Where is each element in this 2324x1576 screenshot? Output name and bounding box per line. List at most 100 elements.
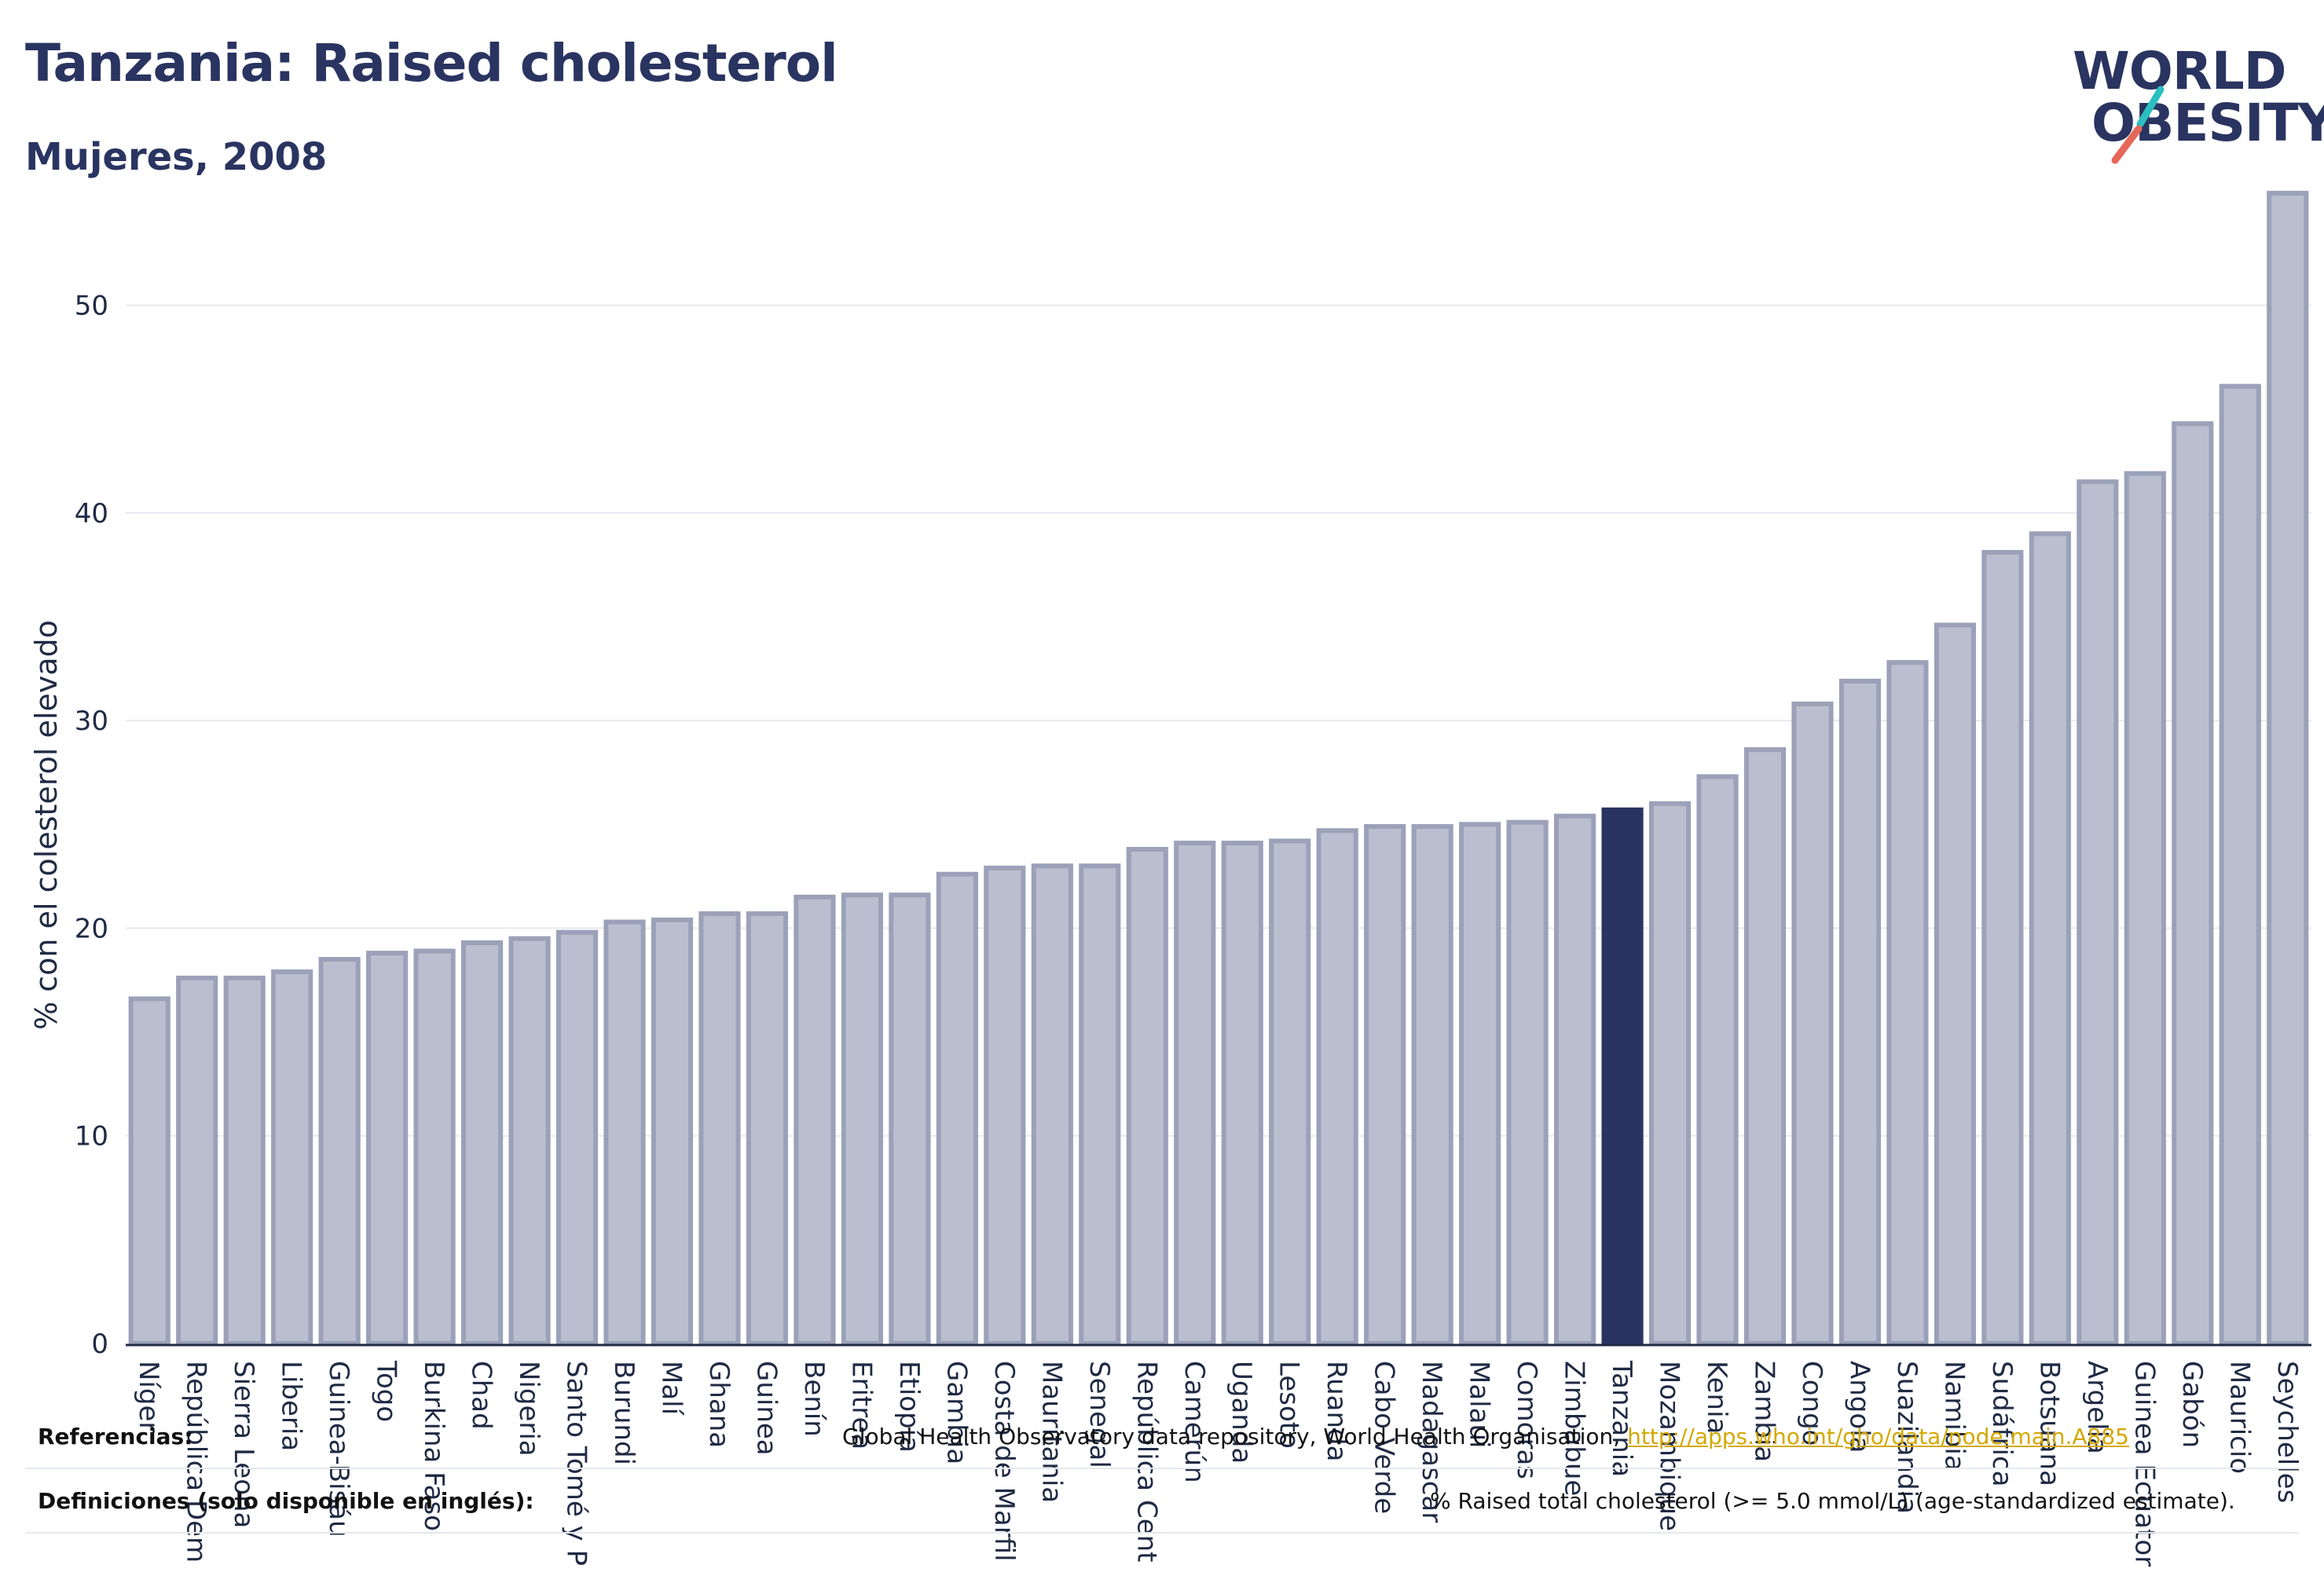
bar: [2219, 383, 2261, 1347]
x-tick-label: Etiopía: [893, 1361, 925, 1453]
bar: [1696, 774, 1739, 1346]
bar-highlight-tanzania: [1601, 807, 1644, 1347]
x-tick-label: Gabón: [2176, 1361, 2208, 1448]
y-tick-label: 30: [75, 706, 108, 737]
x-tick-label: Gambia: [940, 1361, 972, 1464]
x-tick-label: Argelia: [2081, 1361, 2113, 1454]
bar: [1364, 823, 1406, 1346]
x-tick-label: Namibia: [1938, 1361, 1970, 1472]
bar: [555, 929, 599, 1346]
x-tick-label: Tanzania: [1606, 1360, 1637, 1477]
bar: [1316, 828, 1358, 1346]
x-tick-label: Nigeria: [513, 1361, 544, 1457]
bar: [651, 917, 694, 1347]
x-tick-label: Kenia: [1701, 1361, 1732, 1434]
references-link[interactable]: http://apps.who.int/gho/data/node.main.A…: [1627, 1424, 2129, 1450]
chart-subtitle: Mujeres, 2008: [25, 135, 328, 179]
x-tick-label: Togo: [371, 1360, 402, 1422]
x-tick-label: Madagascar: [1416, 1361, 1447, 1523]
bar: [1269, 838, 1311, 1346]
x-tick-label: Guinea-Bisáu: [323, 1361, 354, 1538]
bar: [603, 919, 646, 1346]
bars: [128, 190, 2309, 1347]
x-tick-label: Zimbabue: [1559, 1361, 1590, 1496]
x-tick-label: Guinea: [750, 1361, 782, 1456]
references-text: Global Health Observatory data repositor…: [842, 1424, 1621, 1450]
x-tick-label: Malaui: [1464, 1361, 1495, 1448]
bar: [1126, 847, 1168, 1346]
bar: [128, 996, 170, 1347]
bar: [1648, 801, 1692, 1346]
bar: [508, 936, 551, 1346]
chart-title: Tanzania: Raised cholesterol: [25, 33, 838, 93]
bar: [1411, 823, 1453, 1346]
y-tick-label: 0: [91, 1329, 108, 1360]
bar: [1506, 819, 1549, 1346]
bar: [2124, 471, 2166, 1347]
bar: [889, 892, 931, 1346]
y-tick-label: 50: [75, 291, 108, 322]
bar: [2172, 421, 2214, 1347]
x-tick-label: Burkina Faso: [418, 1361, 449, 1531]
bar: [1031, 863, 1073, 1346]
bar: [176, 975, 218, 1347]
x-tick-label: Senegal: [1083, 1361, 1115, 1468]
bar: [318, 957, 361, 1346]
bar: [1554, 813, 1596, 1346]
x-tick-label: Burundi: [608, 1361, 640, 1465]
bar: [936, 871, 978, 1346]
definitions-text: % Raised total cholesterol (>= 5.0 mmol/…: [1430, 1488, 2235, 1514]
bar: [2029, 531, 2071, 1346]
x-tick-label: Mauritania: [1036, 1361, 1067, 1503]
bar: [413, 948, 456, 1346]
x-tick-label: Suazilandia: [1891, 1361, 1923, 1514]
bar: [1791, 702, 1834, 1346]
x-tick-label: Comoras: [1511, 1361, 1542, 1479]
x-tick-label: Chad: [466, 1361, 497, 1430]
bar: [746, 911, 789, 1346]
x-tick-label: Botsuana: [2033, 1361, 2065, 1486]
bar: [366, 951, 409, 1346]
x-tick-label: Camerún: [1178, 1361, 1210, 1483]
bar: [1743, 747, 1787, 1346]
x-tick-label: Malí: [656, 1361, 687, 1417]
references-label: Referencias:: [38, 1424, 193, 1450]
bar: [1981, 550, 2024, 1346]
world-obesity-logo: WORLD OBESITY: [2058, 31, 2324, 165]
y-tick-label: 20: [75, 913, 108, 944]
x-tick-label: Congo: [1796, 1361, 1827, 1446]
bar: [223, 975, 266, 1347]
x-tick-label: Benín: [798, 1361, 830, 1437]
x-tick-labels: Níger República Dem Sierra Leona Liberia Gui…: [133, 1360, 2303, 1567]
y-tick-label: 40: [75, 498, 108, 530]
x-tick-label: Liberia: [276, 1361, 307, 1451]
x-tick-label: Mozambique: [1654, 1361, 1685, 1531]
definitions-row: Definiciones (solo disponible en inglés)…: [25, 1469, 2299, 1534]
y-tick-labels: 0 10 20 30 40 50: [75, 291, 108, 1360]
x-tick-label: Costa de Marfil: [988, 1361, 1020, 1562]
bar: [1886, 660, 1929, 1346]
x-tick-label: Ghana: [703, 1361, 735, 1448]
bar: [698, 911, 741, 1346]
bar: [1221, 841, 1263, 1346]
bar: [1174, 841, 1216, 1346]
bar: [271, 969, 313, 1347]
x-tick-label: Eritrea: [845, 1361, 877, 1450]
logo-line-1: WORLD: [2073, 41, 2287, 101]
x-tick-label: Sudáfrica: [1986, 1361, 2018, 1486]
x-tick-label: Níger: [133, 1361, 164, 1432]
references-row: Referencias: Global Health Observatory d…: [25, 1405, 2299, 1469]
x-tick-label: Sierra Leona: [228, 1361, 259, 1528]
bar: [461, 940, 504, 1347]
x-tick-label: Seychelles: [2271, 1361, 2303, 1503]
x-tick-label: Uganda: [1226, 1361, 1257, 1464]
x-tick-label: Zambia: [1749, 1361, 1780, 1462]
x-tick-label: Mauricio: [2223, 1361, 2255, 1474]
x-tick-label: República Dem: [181, 1361, 212, 1563]
bar: [1459, 822, 1501, 1347]
bar: [794, 894, 836, 1347]
y-tick-label: 10: [75, 1121, 108, 1153]
x-tick-label: Lesoto: [1274, 1361, 1305, 1449]
bar: [2077, 479, 2119, 1347]
